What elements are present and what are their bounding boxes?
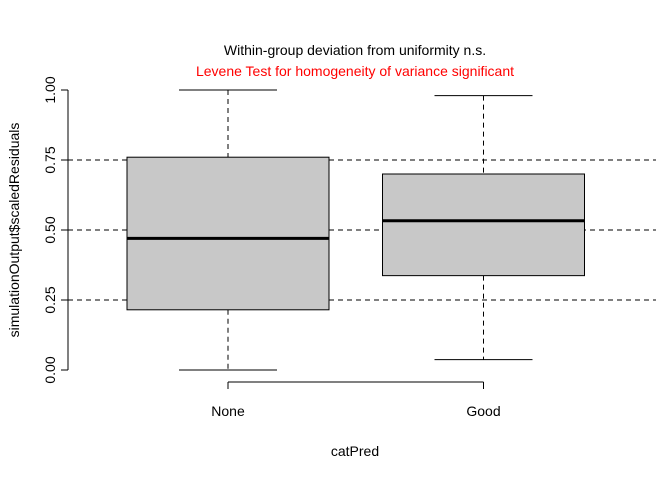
x-axis: None Good [211, 381, 501, 419]
y-tick-label: 0.00 [42, 356, 58, 383]
box-body [126, 156, 330, 311]
y-tick-label: 0.25 [42, 286, 58, 313]
box-none [126, 89, 330, 371]
y-tick-label: 0.50 [42, 216, 58, 243]
box-body [382, 173, 585, 277]
chart-subtitle: Levene Test for homogeneity of variance … [196, 63, 514, 79]
y-tick-label: 0.75 [42, 146, 58, 173]
x-tick-label: Good [466, 403, 500, 419]
boxes [126, 89, 585, 371]
y-axis-label: simulationOutput$scaledResiduals [6, 123, 22, 338]
x-axis-label: catPred [331, 443, 379, 459]
x-tick-label: None [211, 403, 245, 419]
y-axis: 0.00 0.25 0.50 0.75 1.00 [42, 76, 69, 384]
box-good [382, 95, 585, 361]
y-tick-label: 1.00 [42, 76, 58, 103]
chart-title: Within-group deviation from uniformity n… [224, 42, 486, 58]
